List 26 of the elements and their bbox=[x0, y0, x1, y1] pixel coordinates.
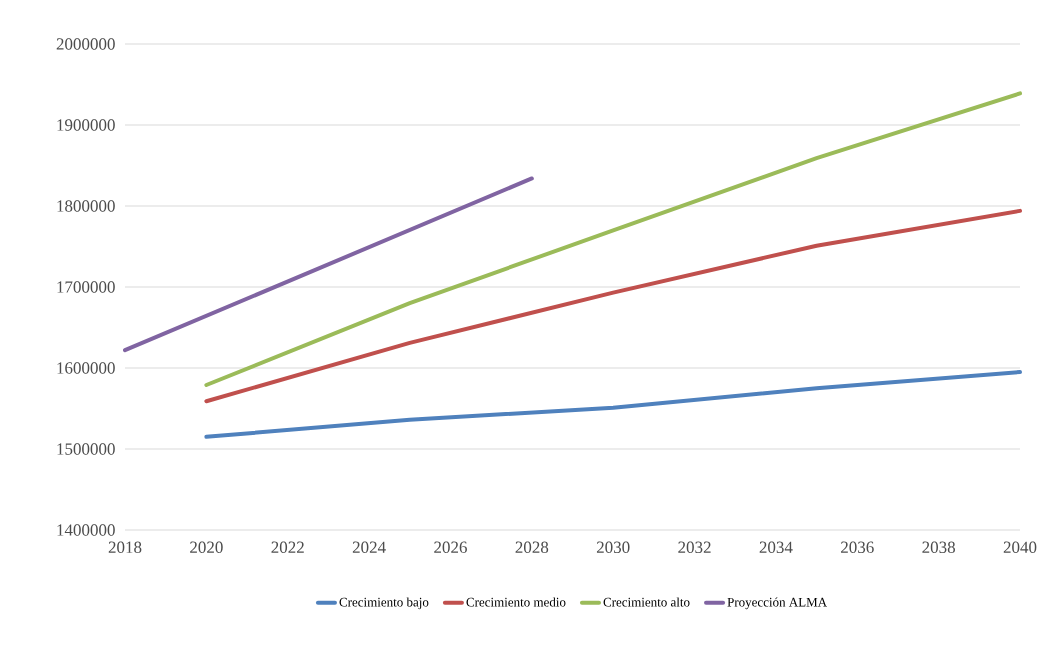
x-tick-label: 2032 bbox=[678, 541, 711, 554]
x-tick-label: 2028 bbox=[515, 541, 549, 554]
y-tick-label: 1900000 bbox=[57, 119, 115, 131]
y-tick-label: 1400000 bbox=[57, 524, 115, 536]
legend-label: Proyección ALMA bbox=[727, 597, 827, 610]
x-tick-label: 2024 bbox=[352, 541, 386, 554]
x-tick-label: 2034 bbox=[759, 541, 793, 554]
x-tick-label: 2038 bbox=[922, 541, 955, 554]
line-series bbox=[204, 91, 1023, 388]
x-tick-label: 2030 bbox=[596, 541, 630, 554]
legend-label: Crecimiento bajo bbox=[339, 597, 429, 610]
y-tick-label: 1700000 bbox=[57, 281, 115, 293]
line-series bbox=[204, 208, 1023, 404]
legend-label: Crecimiento medio bbox=[466, 597, 566, 607]
x-tick-label: 2040 bbox=[1003, 541, 1037, 554]
x-tick-label: 2020 bbox=[190, 541, 223, 554]
x-tick-label: 2036 bbox=[841, 541, 874, 554]
y-tick-label: 2000000 bbox=[56, 38, 115, 50]
x-tick-label: 2026 bbox=[434, 541, 467, 554]
y-tick-label: 1600000 bbox=[57, 362, 115, 374]
x-tick-label: 2022 bbox=[271, 541, 304, 554]
x-tick-label: 2018 bbox=[108, 541, 142, 554]
y-tick-label: 1800000 bbox=[57, 200, 115, 212]
line-series bbox=[204, 370, 1023, 439]
y-tick-label: 1500000 bbox=[57, 443, 115, 455]
legend-label: Crecimiento alto bbox=[603, 597, 690, 607]
